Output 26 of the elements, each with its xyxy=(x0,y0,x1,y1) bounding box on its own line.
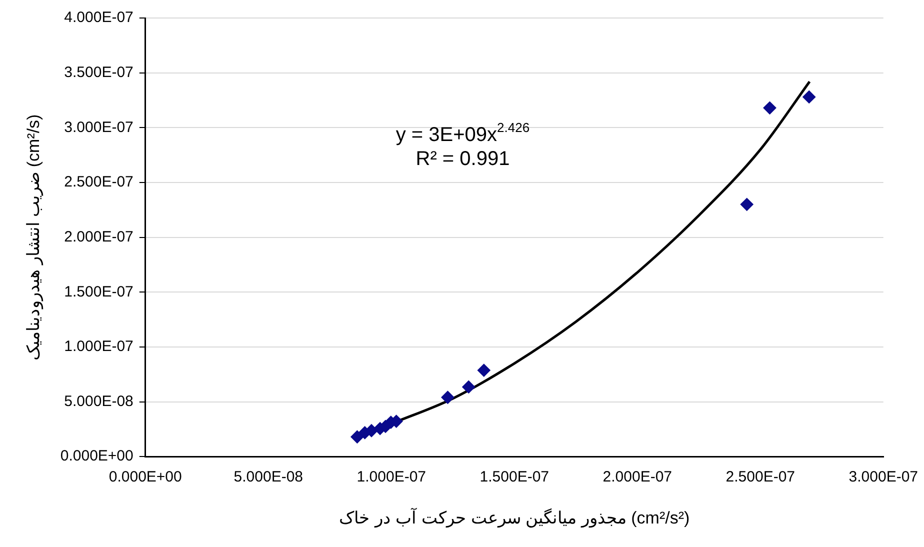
y-tick-label: 2.500E-07 xyxy=(64,174,134,191)
point xyxy=(462,380,476,394)
x-axis-title: مجذور میانگین سرعت حرکت آب در خاک (cm²/s²) xyxy=(339,506,690,528)
point xyxy=(802,90,816,104)
x-tick-label: 1.000E-07 xyxy=(356,468,426,486)
y-tick-label: 3.000E-07 xyxy=(64,118,134,136)
point xyxy=(763,101,776,114)
point xyxy=(441,390,454,404)
x-tick-label: 0.000E+00 xyxy=(108,468,182,486)
point xyxy=(477,364,490,377)
x-tick-label: 1.500E-07 xyxy=(480,468,550,486)
y-tick-label: 1.000E-07 xyxy=(64,338,134,356)
point xyxy=(350,430,364,444)
annotation: R² = 0.991 xyxy=(416,148,510,170)
x-tick-label: 3.000E-07 xyxy=(848,468,918,486)
x-tick-label: 5.000E-08 xyxy=(234,468,304,486)
y-tick-label: 0.000E+00 xyxy=(60,448,134,465)
y-tick-label: 5.000E-08 xyxy=(64,392,134,410)
point xyxy=(740,198,754,211)
x-tick-label: 2.500E-07 xyxy=(726,468,796,486)
y-axis-title: ضریب انتشار هیدرودینامیک (cm²/s) xyxy=(24,114,44,360)
y-tick-label: 1.500E-07 xyxy=(64,283,134,300)
y-tick-label: 3.500E-07 xyxy=(64,64,134,81)
x-tick-label: 2.000E-07 xyxy=(602,468,672,486)
y-tick-label: 2.000E-07 xyxy=(64,228,134,246)
y-tick-label: 4.000E-07 xyxy=(64,9,134,26)
